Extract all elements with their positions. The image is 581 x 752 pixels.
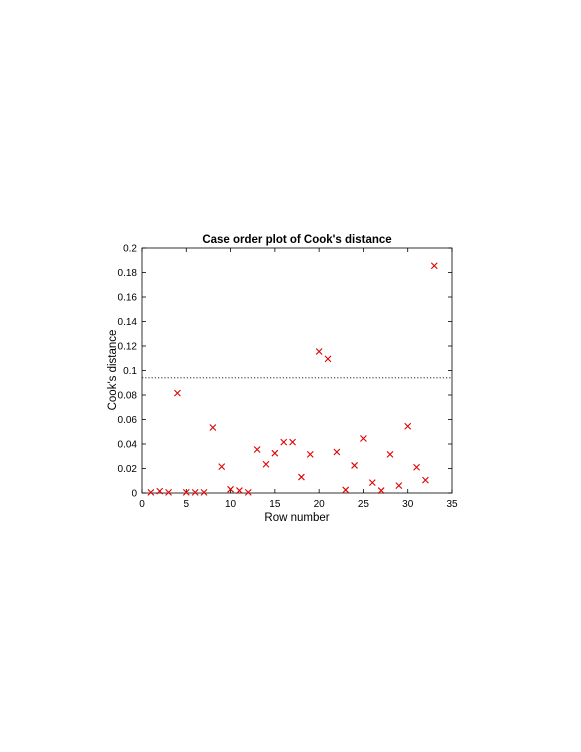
data-point-marker bbox=[298, 473, 305, 481]
x-tick-label: 10 bbox=[225, 499, 237, 510]
x-tick-label: 30 bbox=[402, 499, 414, 510]
data-point-marker bbox=[404, 422, 412, 430]
data-point-marker bbox=[271, 449, 279, 457]
data-point-marker bbox=[280, 438, 288, 446]
chart-title: Case order plot of Cook's distance bbox=[202, 234, 391, 246]
data-point-marker bbox=[253, 446, 261, 453]
data-point-marker bbox=[174, 389, 181, 397]
y-tick-label: 0 bbox=[131, 489, 137, 500]
data-point-marker bbox=[227, 485, 234, 493]
data-point-marker bbox=[377, 487, 385, 494]
x-tick-label: 20 bbox=[314, 499, 326, 510]
data-point-marker bbox=[315, 348, 323, 355]
data-point-marker bbox=[324, 355, 332, 363]
data-point-marker bbox=[218, 463, 226, 471]
data-point-marker bbox=[236, 487, 243, 494]
data-point-marker bbox=[422, 476, 429, 484]
data-point-marker bbox=[306, 451, 314, 458]
y-tick-label: 0.12 bbox=[118, 342, 138, 353]
data-point-marker bbox=[289, 438, 296, 446]
data-point-marker bbox=[200, 488, 208, 496]
data-point-marker bbox=[209, 424, 217, 431]
y-tick-label: 0.06 bbox=[118, 415, 138, 426]
y-tick-label: 0.16 bbox=[118, 293, 138, 304]
plot-area: 0 5 10 15 20 25 30 35 0 0.02 0.04 0.06 0.08 0.1 0.12 0.… bbox=[118, 244, 458, 511]
data-point-marker bbox=[262, 460, 270, 468]
data-point-marker bbox=[244, 488, 252, 496]
y-tick-label: 0.18 bbox=[118, 268, 138, 279]
y-tick-label: 0.1 bbox=[123, 366, 137, 377]
y-axis-label: Cook's distance bbox=[107, 330, 119, 411]
x-tick-label: 0 bbox=[139, 499, 145, 510]
data-point-marker bbox=[333, 448, 341, 456]
x-tick-label: 35 bbox=[446, 499, 458, 510]
x-tick-label: 5 bbox=[184, 499, 190, 510]
data-point-marker bbox=[360, 435, 367, 442]
y-tick-label: 0.14 bbox=[118, 317, 138, 328]
y-tick-label: 0.04 bbox=[118, 440, 138, 451]
data-point-marker bbox=[395, 482, 403, 490]
data-point-marker bbox=[430, 262, 438, 270]
x-tick-label: 15 bbox=[269, 499, 281, 510]
data-point-marker bbox=[182, 488, 190, 496]
data-point-marker bbox=[165, 488, 172, 496]
data-point-marker bbox=[342, 486, 350, 494]
data-point-marker bbox=[156, 487, 164, 495]
x-tick-label: 25 bbox=[358, 499, 370, 510]
data-point-marker bbox=[191, 488, 199, 496]
y-tick-label: 0.02 bbox=[118, 464, 138, 475]
data-point-marker bbox=[147, 488, 155, 496]
data-point-marker bbox=[413, 463, 420, 471]
y-tick-label: 0.2 bbox=[123, 244, 137, 255]
data-point-marker bbox=[351, 462, 358, 469]
data-point-marker bbox=[368, 479, 376, 486]
x-axis-label: Row number bbox=[264, 512, 329, 524]
data-point-marker bbox=[386, 451, 394, 458]
y-tick-label: 0.08 bbox=[118, 391, 138, 402]
